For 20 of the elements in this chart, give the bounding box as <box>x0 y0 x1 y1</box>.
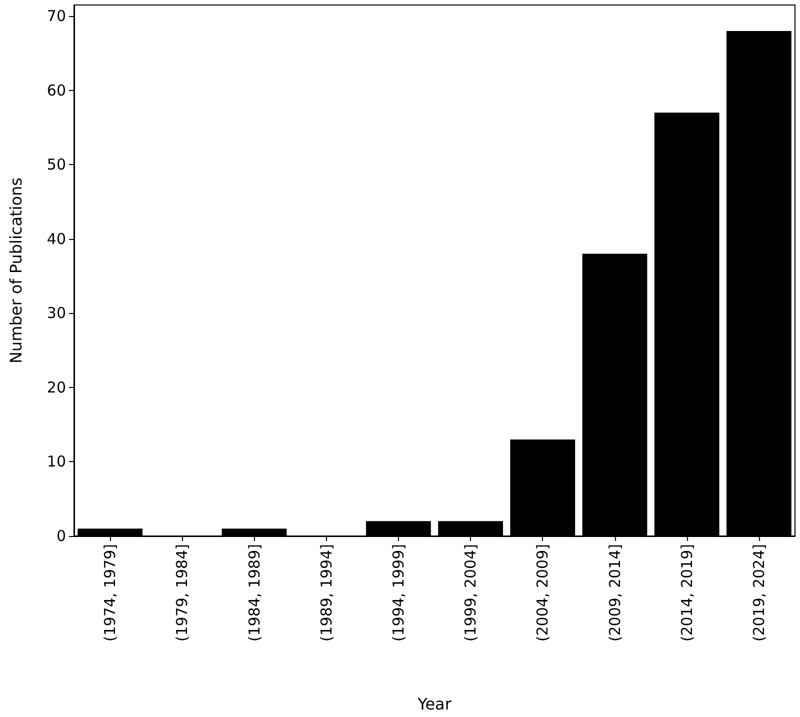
x-axis-title: Year <box>416 694 452 714</box>
x-tick-label: (2009, 2014] <box>606 544 624 642</box>
y-tick-label: 20 <box>46 378 66 396</box>
y-tick-label: 50 <box>46 156 66 174</box>
y-tick-label: 30 <box>46 304 66 322</box>
x-tick-label: (1999, 2004] <box>462 544 480 642</box>
x-tick-label: (1974, 1979] <box>101 544 120 642</box>
x-tick-label: (2004, 2009] <box>534 544 552 642</box>
x-tick-label: (1984, 1989] <box>245 544 264 642</box>
y-tick-label: 0 <box>56 527 66 545</box>
x-tick-label: (2019, 2024] <box>750 544 768 642</box>
x-tick-label: (2014, 2019] <box>678 544 696 642</box>
x-tick-label: (1989, 1994] <box>317 544 336 642</box>
y-tick-label: 10 <box>46 452 66 471</box>
y-tick-label: 70 <box>46 7 66 26</box>
x-tick-label: (1994, 1999] <box>389 544 408 642</box>
x-tick-label: (1979, 1984] <box>173 544 192 642</box>
y-tick-label: 60 <box>46 81 66 100</box>
y-tick-label: 40 <box>46 230 66 248</box>
y-axis-title: Number of Publications <box>6 177 26 364</box>
